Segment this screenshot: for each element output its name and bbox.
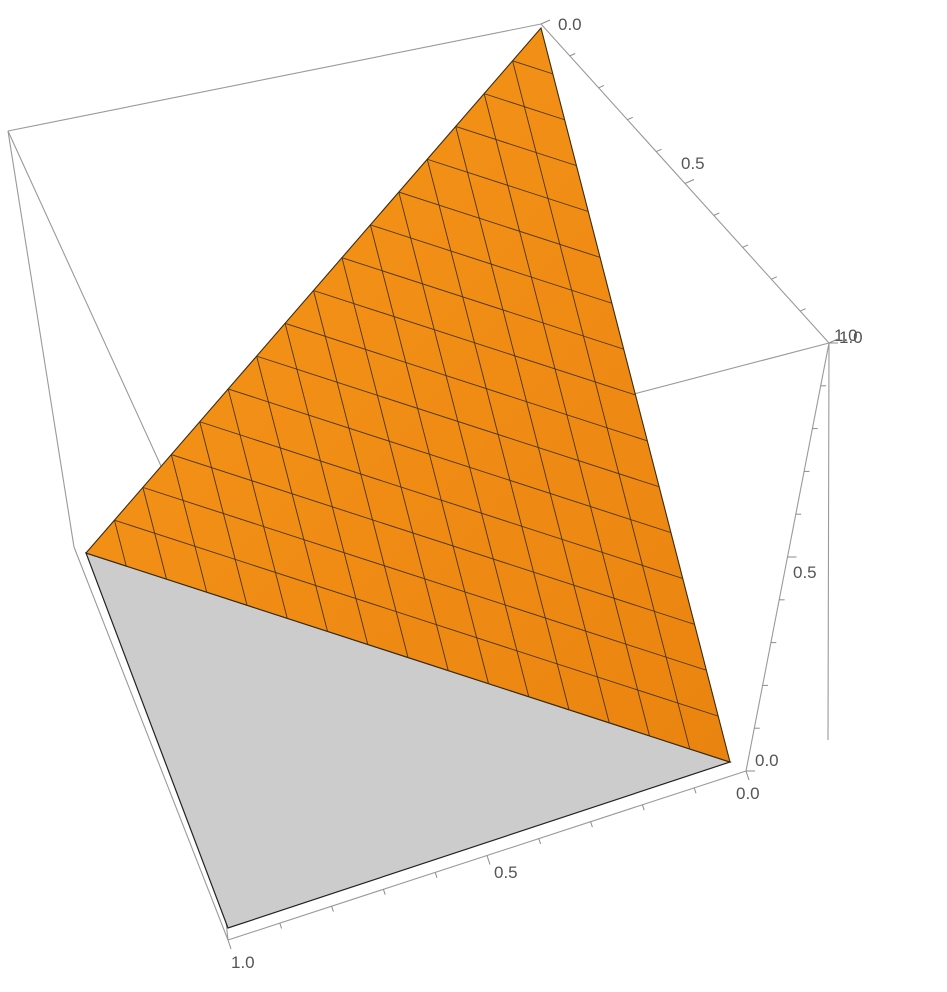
axis-ticks [227, 19, 839, 950]
mesh-line-b-9 [284, 322, 648, 442]
bottom-axis-tick-mark-0 [745, 770, 750, 781]
top-axis-tick-mark-2 [598, 84, 605, 89]
top-axis-tick-mark-6 [713, 212, 720, 216]
mesh-line-a-9 [341, 257, 449, 671]
top-axis-tick-mark-1 [569, 53, 576, 57]
mesh-line-a-7 [284, 323, 369, 645]
top-axis-tick-0: 0.0 [558, 15, 582, 34]
top-axis-tick-mark-8 [771, 276, 778, 280]
box-back-edge-2 [7, 130, 183, 513]
mesh-line-b-1 [512, 60, 553, 75]
mesh-line-b-11 [228, 388, 672, 534]
mesh-line-a-15 [512, 60, 691, 750]
mesh-line-a-11 [398, 191, 530, 697]
mesh-line-b-7 [341, 257, 624, 350]
top-axis-tick-1: 0.5 [681, 154, 705, 173]
mesh-line-b-3 [455, 126, 577, 167]
bottom-axis-tick-1: 0.5 [494, 863, 518, 882]
mesh-line-a-5 [227, 388, 288, 619]
top-axis-tick-mark-10 [828, 338, 839, 344]
box-back-edge-0 [7, 23, 542, 132]
box-front-edge-0 [7, 130, 75, 548]
bottom-axis-tick-mark-7 [382, 889, 386, 895]
top-axis-tick-mark-9 [799, 308, 806, 312]
top-axis-tick-2: 1.0 [834, 326, 858, 345]
mesh-line-b-14 [142, 486, 707, 671]
top-axis-tick-mark-0 [540, 19, 551, 25]
mesh-line-a-13 [455, 126, 610, 723]
top-axis-tick-mark-7 [742, 244, 749, 248]
mesh-line-a-14 [483, 93, 650, 736]
mesh-line-b-5 [398, 191, 601, 258]
bottom-axis-tick-mark-1 [693, 787, 697, 794]
bottom-axis-tick-mark-5 [486, 855, 491, 865]
top-axis-tick-mark-4 [655, 148, 662, 153]
box-front-edge-1 [73, 546, 229, 941]
mesh-line-b-15 [114, 519, 719, 717]
bottom-axis-tick-2: 1.0 [231, 953, 255, 972]
bottom-axis-tick-0: 0.0 [736, 784, 760, 803]
mesh-line-b-13 [171, 454, 695, 625]
vertical-axis-tick-1: 0.5 [793, 563, 817, 582]
bottom-axis-tick-mark-9 [279, 922, 283, 929]
surface-mesh [114, 60, 719, 750]
vertical-axis-tick-0: 0.0 [755, 751, 779, 770]
vertical-axis-tick-2: 1.0 [839, 328, 863, 347]
bottom-axis-tick-mark-4 [538, 838, 542, 845]
bottom-axis-tick-mark-2 [641, 804, 645, 811]
mesh-line-a-1 [114, 520, 127, 567]
mesh-line-a-3 [170, 454, 208, 593]
top-axis-tick-mark-3 [627, 116, 634, 121]
bottom-axis-tick-mark-3 [590, 821, 593, 828]
top-axis-tick-mark-5 [684, 179, 695, 184]
box-back-edge-5 [827, 342, 830, 741]
bottom-axis-tick-mark-10 [227, 939, 232, 950]
bottom-axis-tick-mark-6 [434, 872, 438, 878]
bottom-axis-tick-mark-8 [331, 906, 334, 912]
